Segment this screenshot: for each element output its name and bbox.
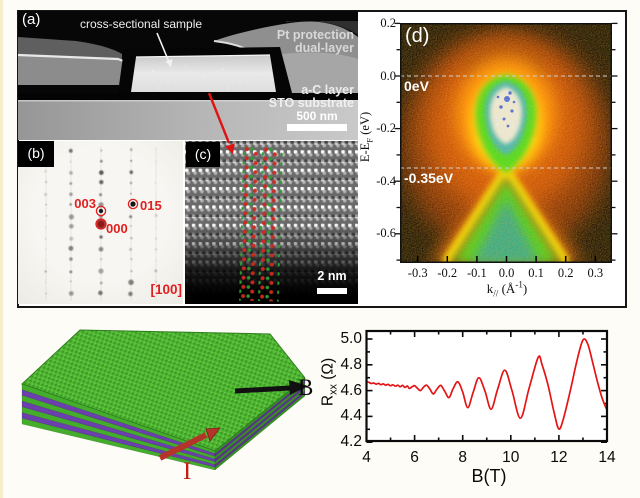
xlabel-text: k xyxy=(486,280,494,296)
xlabel-unit-post: ) xyxy=(522,280,528,296)
xlabel-sub: // xyxy=(493,288,499,299)
magnetic-field-arrow xyxy=(234,380,308,395)
scalebar-a xyxy=(287,124,347,131)
indexed-spots xyxy=(95,198,139,230)
circle-015 xyxy=(127,198,139,210)
chart-x-axis-label: B(T) xyxy=(471,466,507,487)
fermi-level-label: 0eV xyxy=(404,78,429,94)
panel-a-sem-image xyxy=(18,11,358,140)
sto-substrate-label: STO substrate xyxy=(268,96,354,110)
ac-layer-strip xyxy=(18,93,358,100)
chart-xtick-label: 12 xyxy=(550,449,568,466)
scalebar-c-label: 2 nm xyxy=(317,269,347,283)
arpes-xtick-label: -0.1 xyxy=(466,266,487,280)
chart-xtick-label: 6 xyxy=(410,449,419,466)
panel-b-letter: (b) xyxy=(18,141,54,167)
panel-c-letter: (c) xyxy=(186,142,220,167)
chart-ytick-label: 4.8 xyxy=(340,355,362,373)
sample-pointer-arrow xyxy=(156,32,173,67)
pt-protection-label-line1: Pt protection xyxy=(276,28,354,42)
page-edge-strip xyxy=(0,0,3,498)
circle-003 xyxy=(95,205,107,217)
spot-000-label: 000 xyxy=(106,221,128,236)
arpes-ytick-label: -0.4 xyxy=(376,173,396,188)
arpes-xtick-label: -0.3 xyxy=(407,266,428,280)
arpes-xtick-label: -0.2 xyxy=(437,266,458,280)
arpes-xtick-label: 0.3 xyxy=(587,266,604,280)
sample-annotation: cross-sectional sample xyxy=(80,17,203,31)
field-label: B xyxy=(298,375,314,400)
xlabel-unit-pre: (Å xyxy=(498,280,516,296)
panel-c-hrtem xyxy=(185,141,358,304)
arpes-ytick-label: 0.2 xyxy=(380,15,396,30)
panel-a-letter: (a) xyxy=(22,11,41,28)
sdh-oscillation-chart xyxy=(365,329,609,443)
scalebar-a-label: 500 nm xyxy=(296,109,338,123)
zone-axis-label: [100] xyxy=(150,282,182,297)
chart-xtick-label: 4 xyxy=(362,449,371,466)
chart-ytick-label: 4.2 xyxy=(340,433,362,451)
panel-d-letter: (d) xyxy=(405,25,430,47)
spot-015-label: 015 xyxy=(140,198,162,213)
arpes-xtick-label: 0.0 xyxy=(498,266,515,280)
xlabel-sup: -1 xyxy=(515,279,523,290)
rxx-curve xyxy=(366,338,607,430)
atomic-model-overlay xyxy=(238,146,284,302)
sto-substrate-region xyxy=(18,100,358,140)
ylabel-text: E-E xyxy=(357,142,372,163)
arpes-ytick-label: -0.6 xyxy=(376,226,396,241)
chart-ytick-label: 5.0 xyxy=(340,330,362,347)
pt-protection-label-line2: dual-layer xyxy=(294,41,354,55)
chart-xtick-label: 14 xyxy=(598,449,616,466)
chart-ytick-label: 4.6 xyxy=(340,381,362,399)
arpes-xtick-label: 0.2 xyxy=(557,266,574,280)
panel-b-diffraction xyxy=(18,141,183,304)
chart-xtick-label: 8 xyxy=(458,449,467,466)
ylabel-sub: F xyxy=(364,137,375,143)
chart-ytick-label: 4.4 xyxy=(340,407,362,425)
scalebar-c xyxy=(317,288,347,294)
arpes-y-axis-label: E-EF (eV) xyxy=(357,112,375,163)
arpes-ytick-label: 0.0 xyxy=(380,68,396,83)
current-arrow xyxy=(158,427,221,461)
crystal-structure-schematic xyxy=(21,329,308,471)
panel-d-arpes-map xyxy=(400,23,612,263)
arpes-ytick-label: -0.2 xyxy=(376,121,396,136)
lamella-sample xyxy=(131,55,276,92)
current-label: I xyxy=(183,458,192,485)
ac-layer-label: a-C layer xyxy=(301,83,354,97)
dirac-point-label: -0.35eV xyxy=(404,170,454,186)
arpes-xtick-label: 0.1 xyxy=(528,266,544,280)
circle-000 xyxy=(95,218,107,230)
spot-003-label: 003 xyxy=(74,196,96,211)
arpes-x-axis-label: k// (Å-1) xyxy=(487,280,527,299)
chart-xtick-label: 10 xyxy=(502,449,520,466)
